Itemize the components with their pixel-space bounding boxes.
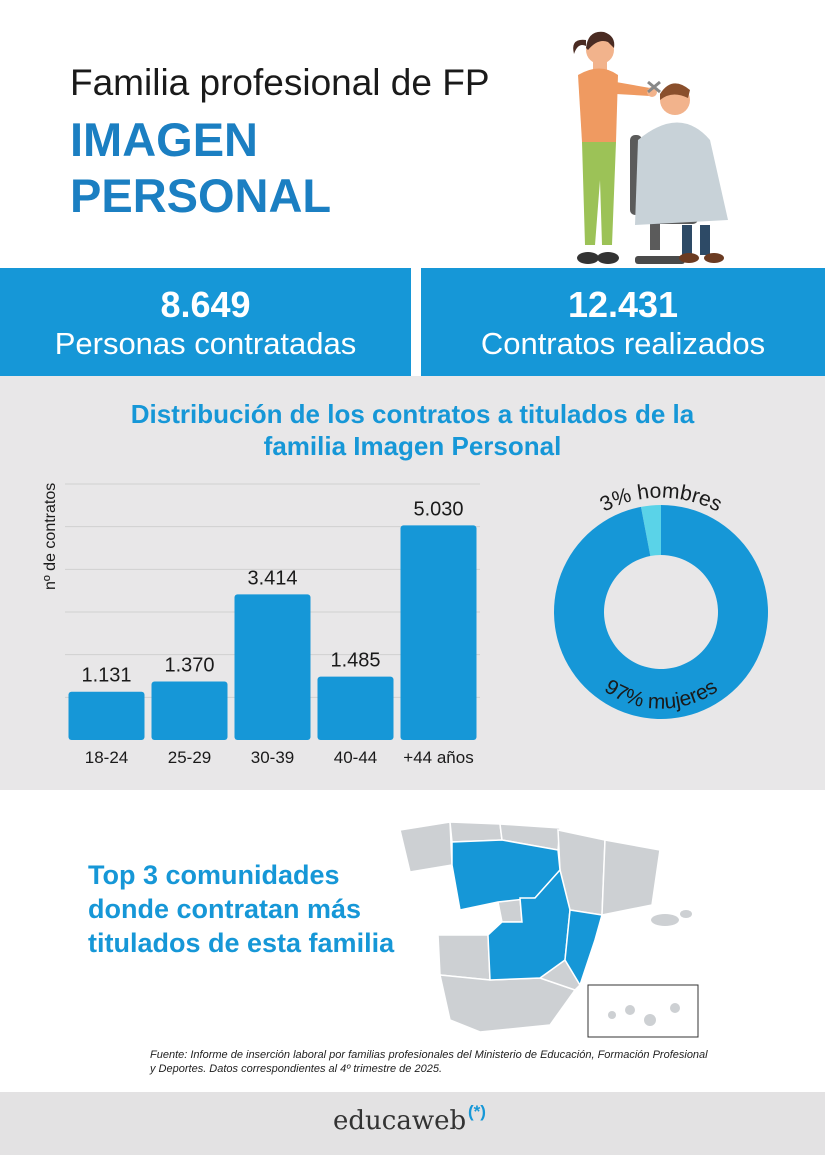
bar-value-label: 1.131: [81, 665, 131, 687]
footer: educaweb (*): [0, 1092, 825, 1155]
stat-personas-label: Personas contratadas: [54, 326, 357, 361]
map-region-baleares: [651, 914, 679, 926]
map-region-castilla-la-mancha: [487, 868, 571, 981]
chart-title-line-1: Distribución de los contratos a titulado…: [130, 399, 695, 429]
top3-title: Top 3 comunidades donde contratan más ti…: [88, 860, 395, 958]
donut-slice: [640, 505, 661, 557]
bar: [400, 525, 477, 740]
x-tick-label: 25-29: [168, 748, 211, 767]
bar: [234, 594, 311, 740]
chart-title-line-2: familia Imagen Personal: [263, 431, 562, 461]
source-note: Fuente: Informe de inserción laboral por…: [150, 1049, 708, 1075]
y-axis-label: nº de contratos: [42, 482, 59, 590]
stat-personas-value: 8.649: [160, 284, 251, 325]
bar: [317, 676, 394, 740]
stat-personas: 8.649 Personas contratadas: [0, 268, 411, 376]
educaweb-logo-mark: (*): [468, 1102, 486, 1121]
bar-value-label: 1.485: [330, 650, 380, 672]
title-line-2: PERSONAL: [70, 169, 332, 222]
map-region-cataluna: [601, 839, 661, 916]
x-tick-label: 18-24: [85, 748, 128, 767]
page-subtitle: Familia profesional de FP: [70, 62, 490, 103]
bar: [68, 691, 145, 740]
donut-slice: [553, 505, 768, 719]
map-region-extremadura: [437, 934, 491, 981]
stat-contratos-value: 12.431: [567, 284, 679, 325]
x-tick-label: 30-39: [251, 748, 294, 767]
page-title: IMAGEN PERSONAL: [70, 112, 331, 224]
hairdresser-illustration: [573, 31, 728, 264]
title-line-1: IMAGEN: [70, 113, 258, 166]
stat-contratos-label: Contratos realizados: [480, 326, 766, 361]
map-region-galicia: [399, 821, 453, 873]
bar-value-label: 5.030: [413, 498, 463, 520]
map-section: Top 3 comunidades donde contratan más ti…: [0, 790, 825, 1090]
bar-value-label: 1.370: [164, 655, 214, 677]
header: Familia profesional de FP IMAGEN PERSONA…: [0, 0, 825, 268]
map-region-valencia: [564, 909, 603, 987]
map-canarias-box: [587, 984, 699, 1038]
x-tick-label: 40-44: [334, 748, 377, 767]
spain-map: [399, 821, 699, 1038]
bar: [151, 681, 228, 740]
stat-contratos: 12.431 Contratos realizados: [421, 268, 825, 376]
map-region-asturias: [449, 821, 503, 843]
educaweb-logo: educaweb: [333, 1106, 467, 1136]
chart-title: Distribución de los contratos a titulado…: [40, 398, 785, 462]
x-tick-label: +44 años: [403, 748, 473, 767]
bar-value-label: 3.414: [247, 567, 297, 589]
